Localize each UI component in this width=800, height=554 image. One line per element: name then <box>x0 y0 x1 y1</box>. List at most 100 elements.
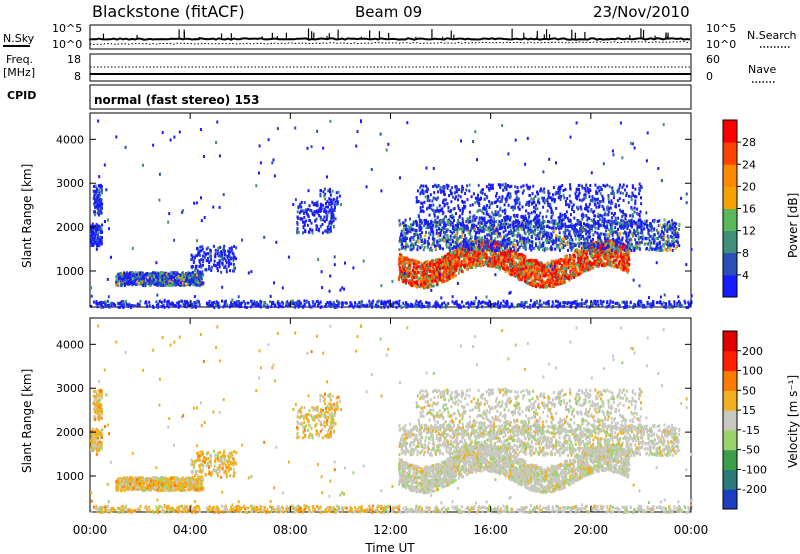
power-cell <box>527 275 530 279</box>
power-cell <box>157 273 160 277</box>
power-cell <box>525 265 528 269</box>
power-cell <box>93 184 95 188</box>
power-cell <box>150 273 153 277</box>
power-cell <box>329 202 332 206</box>
power-cell <box>505 264 508 268</box>
power-cell <box>433 270 436 274</box>
power-cell <box>302 211 305 215</box>
power-cell <box>195 265 198 269</box>
power-cell <box>569 264 572 268</box>
power-cell <box>96 244 99 248</box>
power-cell <box>140 274 143 278</box>
power-cell <box>650 229 653 233</box>
power-cell <box>229 269 231 273</box>
power-cell <box>551 259 554 263</box>
power-cell <box>142 282 145 286</box>
power-cell <box>419 266 421 270</box>
power-cell <box>578 236 581 240</box>
power-cell <box>649 234 652 238</box>
power-cell <box>590 243 593 247</box>
power-cell <box>309 227 312 231</box>
power-cell <box>513 262 516 266</box>
power-cell <box>321 231 324 235</box>
power-cell <box>452 272 455 276</box>
power-cell <box>451 258 454 262</box>
power-cell <box>432 242 435 246</box>
power-cell <box>481 259 484 263</box>
power-cell <box>200 258 203 262</box>
power-cell <box>187 279 190 283</box>
power-cell <box>656 243 659 247</box>
power-cell <box>296 210 299 214</box>
power-cell <box>174 283 177 287</box>
power-cell <box>201 254 204 258</box>
power-cell <box>139 273 141 277</box>
power-cell <box>621 263 623 267</box>
power-cell <box>462 270 464 274</box>
power-cell <box>200 277 203 281</box>
power-cell <box>489 252 492 256</box>
power-cell <box>659 245 662 249</box>
power-cell <box>223 244 226 248</box>
power-cell <box>432 265 434 269</box>
power-cell <box>323 215 326 219</box>
power-cell <box>438 267 441 270</box>
power-cell <box>402 278 405 282</box>
power-cell <box>226 256 229 260</box>
power-cell <box>324 187 326 191</box>
power-cell <box>143 273 146 277</box>
power-cell <box>95 187 98 191</box>
power-cell <box>420 279 423 283</box>
power-cell <box>557 238 560 242</box>
power-cell <box>191 264 194 268</box>
power-cell <box>612 247 615 251</box>
power-cell <box>579 266 582 270</box>
power-cell <box>148 283 151 287</box>
power-cell <box>594 253 596 257</box>
power-cell <box>547 263 550 267</box>
power-cell <box>451 253 454 257</box>
power-cell <box>555 271 558 275</box>
power-cell <box>447 265 450 269</box>
power-cell <box>194 254 197 258</box>
power-cell <box>315 217 318 221</box>
power-cell <box>127 281 130 285</box>
power-cell <box>492 264 495 268</box>
power-cell <box>318 209 321 213</box>
power-cell <box>163 275 166 279</box>
power-cell <box>435 240 438 244</box>
power-cell <box>520 273 523 277</box>
power-cell <box>508 271 510 275</box>
power-cell <box>115 280 118 284</box>
power-cell <box>331 220 334 224</box>
power-cell <box>441 272 444 276</box>
power-cell <box>608 240 611 244</box>
power-cell <box>435 265 438 268</box>
power-cell <box>99 207 102 211</box>
power-cell <box>329 193 332 197</box>
power-cell <box>97 224 100 228</box>
power-cell <box>216 252 219 256</box>
power-cell <box>622 261 625 265</box>
power-cell <box>316 200 319 204</box>
power-cell <box>552 279 555 283</box>
power-cell <box>603 264 605 268</box>
power-cell <box>198 281 201 285</box>
power-cell <box>533 261 536 265</box>
power-cell <box>332 197 335 201</box>
power-cell <box>221 261 224 265</box>
power-cell <box>400 258 403 262</box>
power-cell <box>190 272 193 276</box>
power-cell <box>595 250 598 254</box>
power-cell <box>223 253 226 256</box>
power-cell <box>172 281 175 285</box>
power-cell <box>419 233 422 236</box>
power-cell <box>432 263 435 267</box>
power-cell <box>541 231 544 234</box>
power-cell <box>600 241 603 245</box>
power-cell <box>308 204 311 208</box>
power-cell <box>181 273 184 277</box>
power-cell <box>443 231 446 235</box>
power-cell <box>522 246 525 249</box>
power-cell <box>615 238 618 242</box>
